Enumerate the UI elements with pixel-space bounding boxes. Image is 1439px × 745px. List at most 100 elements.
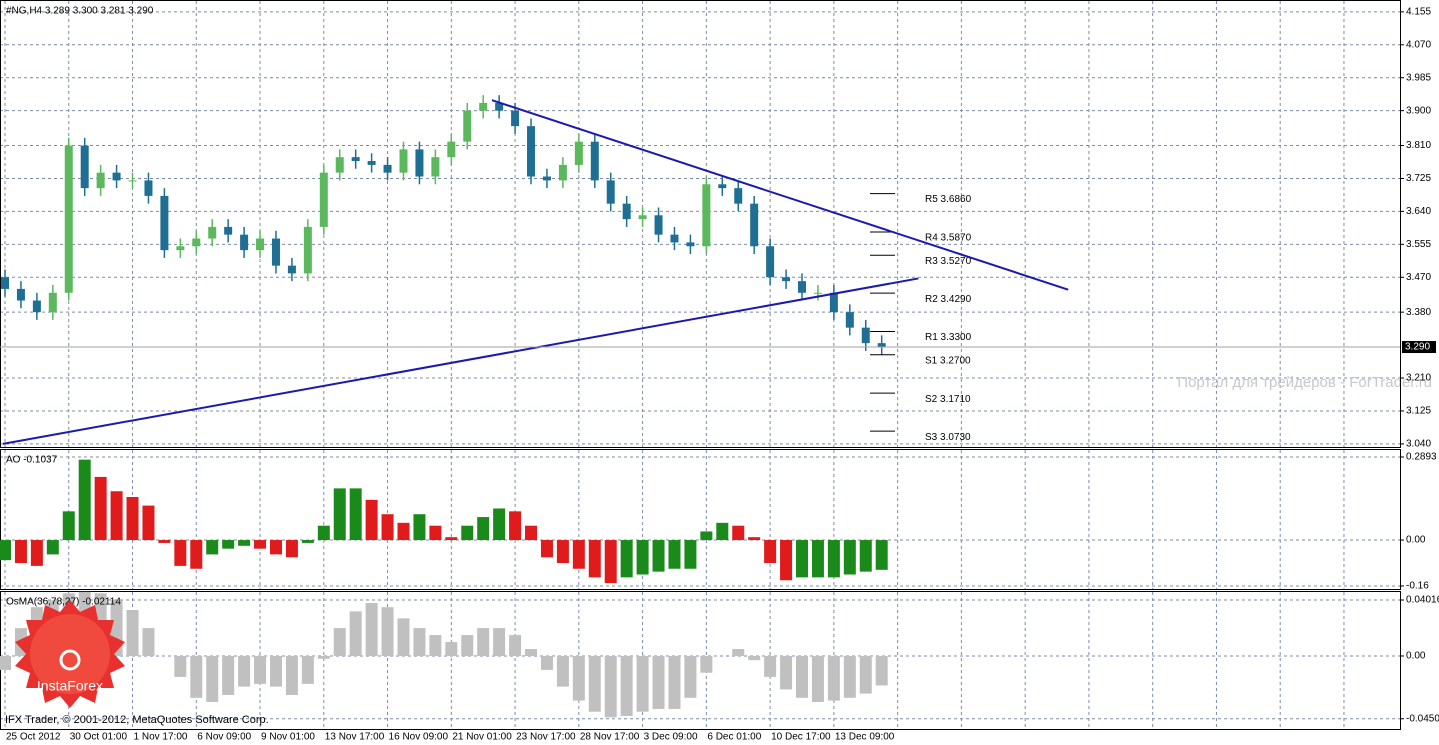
histogram-bar (445, 642, 458, 656)
histogram-bar (556, 540, 569, 564)
histogram-bar (94, 476, 107, 541)
candle-body (80, 145, 89, 189)
histogram-bar (588, 540, 601, 578)
candle-body (782, 277, 791, 282)
y-tick-label: 3.040 (1406, 439, 1431, 450)
candle-body (1, 277, 9, 289)
candle-body (845, 312, 854, 328)
candle-body (734, 188, 743, 204)
histogram-bar (493, 508, 506, 541)
candle-body (798, 281, 806, 293)
x-tick-label: 3 Dec 09:00 (644, 732, 698, 743)
logo-circle (30, 614, 110, 694)
histogram-bar (301, 540, 314, 543)
histogram-bar (811, 540, 824, 578)
candle-body (271, 238, 280, 266)
pivot-label: S3 3.0730 (925, 432, 971, 443)
y-tick-label: 3.725 (1406, 173, 1431, 184)
histogram-bar (317, 525, 330, 541)
histogram-bar (461, 635, 474, 656)
pivot-label: R3 3.5270 (925, 256, 972, 267)
y-tick-label: 0.2893 (1406, 452, 1437, 463)
y-tick-label: 0.00 (1406, 651, 1426, 662)
histogram-bar (269, 655, 282, 687)
histogram-bar (78, 459, 91, 541)
candle-body (160, 195, 169, 251)
x-tick-label: 28 Nov 17:00 (580, 732, 640, 743)
histogram-bar (254, 540, 267, 549)
histogram-bar (285, 655, 298, 696)
histogram-bar (30, 540, 43, 566)
candle-body (32, 300, 41, 313)
candle-body (319, 172, 328, 227)
histogram-bar (190, 540, 203, 569)
histogram-bar (254, 655, 267, 684)
candle-body (48, 292, 57, 313)
histogram-bar (875, 655, 888, 686)
candle-body (702, 184, 711, 247)
last-price-label: 3.290 (1405, 342, 1430, 353)
candle-body (16, 288, 25, 301)
histogram-bar (509, 635, 522, 656)
histogram-bar (604, 655, 617, 718)
histogram-bar (206, 655, 219, 702)
histogram-bar (796, 540, 808, 578)
histogram-bar (843, 655, 856, 698)
y-tick-label: 3.470 (1406, 272, 1431, 283)
candle-body (686, 242, 695, 247)
watermark: Портал для трейдеров - ForTrader.ru (1177, 374, 1432, 391)
histogram-bar (429, 525, 442, 541)
histogram-bar (477, 628, 490, 656)
x-tick-label: 13 Dec 09:00 (835, 732, 895, 743)
histogram-bar (684, 655, 697, 698)
histogram-bar (859, 540, 872, 572)
histogram-bar (700, 655, 713, 673)
histogram-bar (652, 540, 665, 572)
candle-body (670, 234, 679, 243)
histogram-bar (174, 540, 187, 566)
histogram-bar (509, 511, 522, 541)
histogram-bar (397, 522, 410, 541)
histogram-bar (222, 655, 235, 696)
candle-body (638, 215, 647, 220)
candle-body (208, 226, 217, 239)
candle-body (287, 265, 296, 274)
histogram-bar (572, 540, 585, 569)
candle-body (335, 157, 344, 173)
logo-icon (59, 649, 81, 671)
y-tick-label: 0.04016 (1406, 595, 1439, 606)
histogram-bar (190, 655, 203, 698)
y-tick-label: -0.04505 (1406, 713, 1439, 724)
histogram-bar (827, 540, 840, 578)
footer: IFX Trader, © 2001-2012, MetaQuotes Soft… (5, 714, 269, 726)
y-tick-label: 3.210 (1406, 373, 1431, 384)
histogram-bar (126, 496, 139, 541)
y-tick-label: 3.380 (1406, 307, 1431, 318)
histogram-bar (748, 537, 761, 541)
y-tick-label: 3.900 (1406, 105, 1431, 116)
histogram-bar (238, 540, 251, 546)
candle-body (224, 226, 233, 235)
candle-body (750, 203, 759, 247)
histogram-bar (525, 649, 538, 656)
candle-body (192, 238, 201, 247)
histogram-bar (46, 540, 59, 555)
histogram-bar (142, 505, 155, 541)
histogram-bar (381, 514, 394, 541)
histogram-bar (381, 607, 394, 656)
histogram-bar (764, 540, 777, 564)
x-tick-label: 10 Dec 17:00 (771, 732, 831, 743)
histogram-bar (333, 628, 346, 656)
histogram-bar (269, 540, 282, 555)
histogram-bar (206, 540, 219, 555)
y-tick-label: 4.070 (1406, 39, 1431, 50)
panel-title: AO -0.1037 (6, 455, 58, 466)
y-tick-label: 3.555 (1406, 239, 1431, 250)
histogram-bar (0, 540, 11, 561)
histogram-bar (349, 611, 362, 656)
candle-body (479, 102, 488, 111)
histogram-bar (827, 655, 840, 701)
histogram-bar (301, 655, 314, 684)
histogram-bar (285, 540, 298, 558)
